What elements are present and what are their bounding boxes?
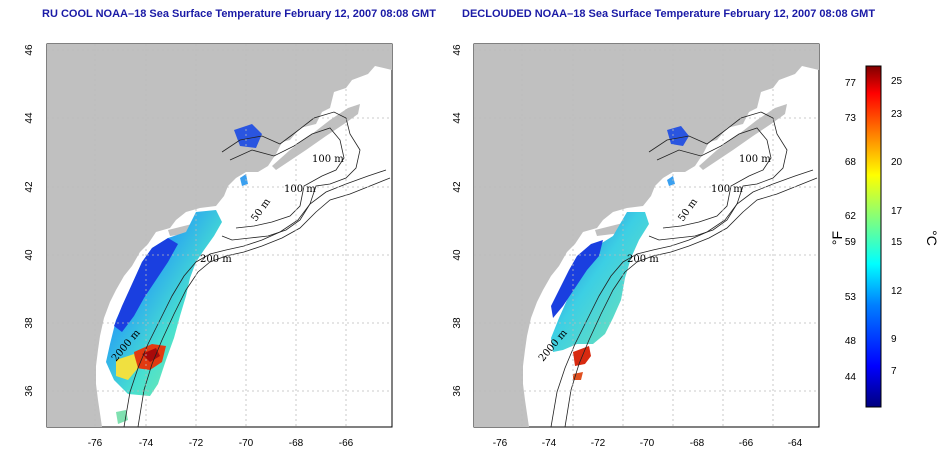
left-chesapeake (104, 300, 118, 360)
right-x-tick: -76 (493, 438, 508, 449)
right-nova-scotia (699, 104, 787, 170)
right-x-tick: -64 (788, 438, 803, 449)
colorbar-f-tick: 48 (845, 336, 857, 347)
colorbar-f-tick: 53 (845, 292, 857, 303)
left-sst-swath (106, 210, 222, 396)
left-y-tick: 38 (24, 317, 35, 329)
colorbar-c-tick: 9 (891, 334, 897, 345)
colorbar-f-ticks: 77 73 68 62 59 53 48 44 (845, 78, 857, 383)
right-x-ticks: -76 -74 -72 -70 -68 -66 -64 (493, 438, 803, 449)
right-y-tick: 46 (452, 44, 463, 56)
right-map-panel: 100 m 100 m 50 m 200 m 2000 m -76 -74 -7… (452, 43, 820, 449)
colorbar-gradient (865, 65, 882, 408)
colorbar-f-tick: 44 (845, 372, 857, 383)
left-warm-core (142, 348, 160, 362)
right-y-tick: 36 (452, 385, 463, 397)
right-x-tick: -74 (542, 438, 557, 449)
right-label-100m-a: 100 m (739, 154, 771, 165)
left-yellow-fringe (116, 354, 138, 380)
right-gulf-maine-patch (667, 126, 689, 146)
colorbar-f-tick: 62 (845, 211, 857, 222)
right-sst-nearshore (551, 240, 603, 318)
right-label-100m-b: 100 m (711, 184, 743, 195)
right-y-tick: 38 (452, 317, 463, 329)
colorbar-f-tick: 59 (845, 237, 857, 248)
left-x-tick: -72 (189, 438, 204, 449)
right-y-tick: 42 (452, 181, 463, 193)
colorbar-c-tick: 20 (891, 157, 903, 168)
right-x-tick: -72 (591, 438, 606, 449)
colorbar-c-tick: 12 (891, 286, 903, 297)
colorbar-c-tick: 17 (891, 206, 903, 217)
left-grid (47, 44, 392, 427)
left-map-panel: 100 m 100 m 50 m 200 m 2000 m -76 -74 -7… (24, 43, 393, 449)
left-label-100m-a: 100 m (312, 154, 344, 165)
right-warm-bits (573, 372, 583, 380)
left-panel-title: RU COOL NOAA–18 Sea Surface Temperature … (42, 8, 436, 20)
colorbar-f-tick: 68 (845, 157, 857, 168)
colorbar: 77 73 68 62 59 53 48 44 25 23 20 17 15 1… (829, 65, 940, 408)
left-y-tick: 44 (24, 112, 35, 124)
colorbar-c-ticks: 25 23 20 17 15 12 9 7 (891, 76, 903, 377)
colorbar-c-tick: 25 (891, 76, 903, 87)
left-x-tick: -70 (239, 438, 254, 449)
left-y-tick: 36 (24, 385, 35, 397)
colorbar-c-tick: 7 (891, 366, 897, 377)
right-x-tick: -70 (640, 438, 655, 449)
right-sst-swath (551, 212, 649, 352)
colorbar-f-tick: 73 (845, 113, 857, 124)
colorbar-f-tick: 77 (845, 78, 857, 89)
left-y-ticks: 36 38 40 42 44 46 (24, 44, 35, 397)
right-land (474, 44, 819, 427)
right-y-tick: 40 (452, 249, 463, 261)
colorbar-c-tick: 15 (891, 237, 903, 248)
left-label-200m: 200 m (200, 254, 232, 265)
left-label-100m-b: 100 m (284, 184, 316, 195)
left-y-tick: 42 (24, 181, 35, 193)
right-small-patch (667, 176, 675, 186)
left-x-tick: -76 (88, 438, 103, 449)
left-x-tick: -66 (339, 438, 354, 449)
left-nova-scotia (272, 104, 360, 170)
right-y-ticks: 36 38 40 42 44 46 (452, 44, 463, 397)
left-x-tick: -74 (139, 438, 154, 449)
right-y-tick: 44 (452, 112, 463, 124)
left-y-tick: 40 (24, 249, 35, 261)
colorbar-c-unit: °C (924, 230, 940, 246)
right-panel-title: DECLOUDED NOAA–18 Sea Surface Temperatur… (462, 8, 876, 20)
right-contours (550, 111, 818, 427)
left-x-tick: -68 (289, 438, 304, 449)
left-x-ticks: -76 -74 -72 -70 -68 -66 (88, 438, 354, 449)
colorbar-f-unit: °F (829, 231, 845, 245)
left-small-patch (240, 174, 248, 186)
left-contours (123, 111, 391, 427)
left-land (47, 44, 392, 427)
right-chesapeake (531, 300, 545, 360)
colorbar-c-tick: 23 (891, 109, 903, 120)
right-grid (474, 44, 819, 427)
right-x-tick: -68 (690, 438, 705, 449)
left-gulf-maine-patch (234, 124, 262, 148)
right-x-tick: -66 (739, 438, 754, 449)
left-y-tick: 46 (24, 44, 35, 56)
right-label-200m: 200 m (627, 254, 659, 265)
